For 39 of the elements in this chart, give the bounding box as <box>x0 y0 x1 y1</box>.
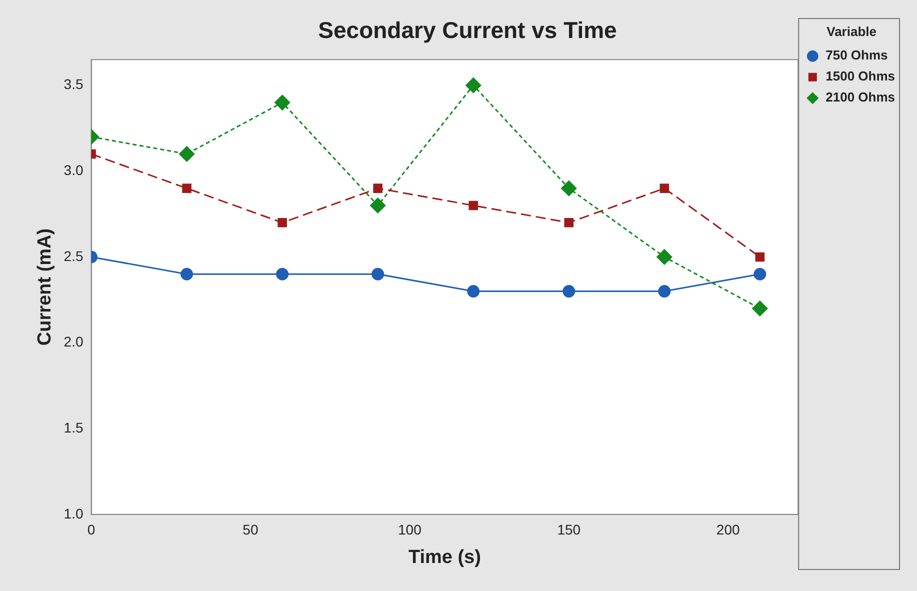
y-tick-label: 2.5 <box>64 248 84 264</box>
point <box>755 252 765 262</box>
chart-title: Secondary Current vs Time <box>318 17 617 44</box>
y-tick-label: 3.5 <box>64 76 84 92</box>
x-tick-label: 100 <box>398 522 422 538</box>
y-axis-title: Current (mA) <box>34 228 56 346</box>
point <box>278 218 287 228</box>
point <box>467 285 480 298</box>
point <box>752 300 768 316</box>
y-tick-label: 1.5 <box>64 419 84 436</box>
y-tick-label: 2.0 <box>64 334 84 350</box>
x-tick-label: 0 <box>87 522 96 538</box>
point <box>660 184 670 193</box>
x-axis-title: Time (s) <box>408 546 481 568</box>
point <box>564 218 574 228</box>
x-tick-label: 50 <box>242 522 258 538</box>
point <box>754 268 766 280</box>
point <box>656 249 672 265</box>
legend-title: Variable <box>826 24 876 40</box>
y-tick-label: 3.0 <box>64 162 84 178</box>
point <box>468 200 478 210</box>
point <box>180 268 194 280</box>
point <box>276 268 289 280</box>
point <box>373 184 382 193</box>
point <box>182 184 192 193</box>
point <box>274 94 290 110</box>
point <box>561 180 577 196</box>
point <box>562 285 576 298</box>
legend-label: 750 Ohms <box>826 48 888 63</box>
point <box>372 268 384 280</box>
x-tick-label: 150 <box>557 522 581 538</box>
y-tick-label: 1.0 <box>64 505 84 522</box>
point <box>370 198 386 214</box>
legend-label: 2100 Ohms <box>826 90 895 105</box>
legend-label: 1500 Ohms <box>826 68 895 84</box>
point <box>179 146 195 162</box>
point <box>658 285 671 298</box>
x-tick-label: 200 <box>716 522 740 538</box>
point <box>466 78 482 94</box>
